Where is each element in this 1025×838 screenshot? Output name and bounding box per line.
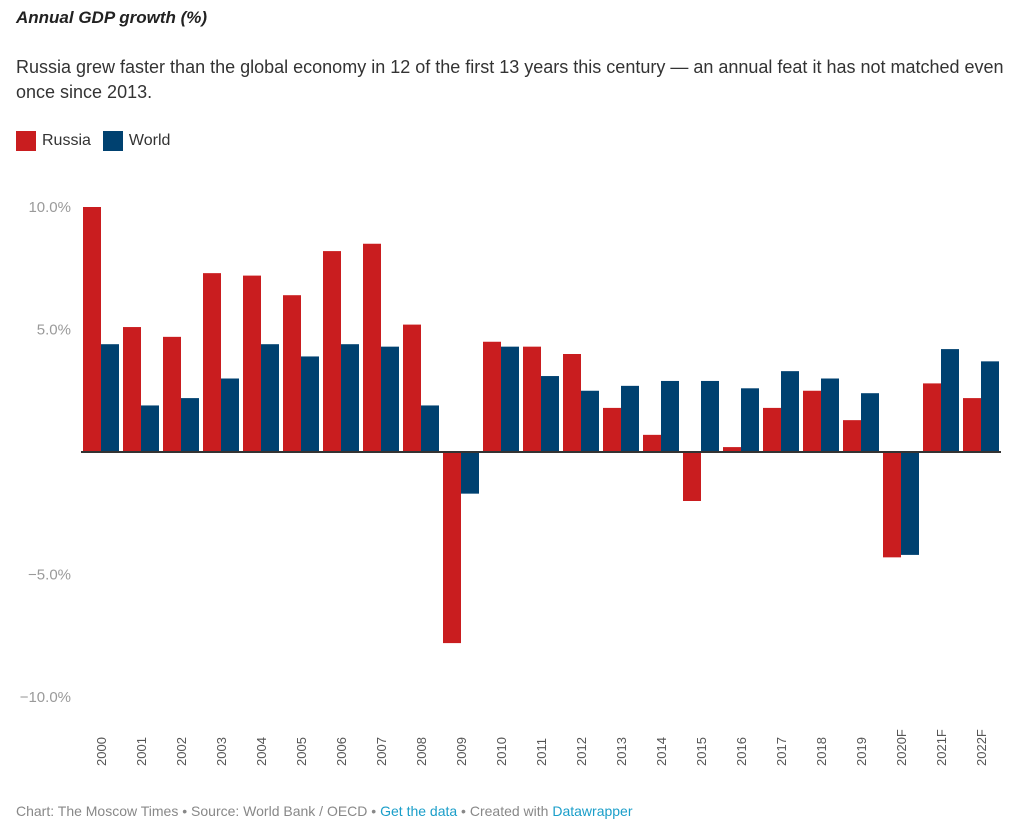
x-tick-label: 2022F	[974, 729, 989, 766]
x-tick-label: 2009	[454, 737, 469, 766]
bar-world-2001	[141, 405, 159, 452]
x-tick-label: 2014	[654, 737, 669, 766]
legend-swatch-russia	[16, 131, 36, 151]
bar-world-2007	[381, 346, 399, 452]
bar-russia-2005	[283, 295, 301, 452]
x-tick-label: 2005	[294, 737, 309, 766]
datawrapper-link[interactable]: Datawrapper	[552, 803, 633, 819]
bar-world-2018	[821, 378, 839, 452]
bar-world-2012	[581, 390, 599, 452]
bar-world-2004	[261, 344, 279, 452]
bar-world-2021f	[941, 349, 959, 452]
bar-world-2008	[421, 405, 439, 452]
legend-label-world: World	[128, 132, 171, 149]
bar-russia-2007	[363, 243, 381, 452]
footer-separator: •	[367, 803, 381, 819]
bar-russia-2018	[803, 390, 821, 452]
bar-world-2013	[621, 385, 639, 452]
bar-russia-2020f	[883, 452, 901, 558]
x-tick-label: 2011	[534, 738, 549, 766]
bar-russia-2009	[443, 452, 461, 644]
y-tick-label: 5.0%	[37, 322, 71, 339]
footer-source: Source: World Bank / OECD	[191, 803, 368, 819]
legend: Russia World	[16, 131, 182, 151]
bar-world-2016	[741, 388, 759, 452]
x-tick-label: 2007	[374, 737, 389, 766]
x-tick-label: 2017	[774, 737, 789, 766]
x-tick-label: 2012	[574, 737, 589, 766]
bar-world-2014	[661, 380, 679, 452]
bar-world-2011	[541, 376, 559, 452]
bar-world-2003	[221, 378, 239, 452]
legend-item-world: World	[102, 131, 171, 151]
x-tick-label: 2010	[494, 737, 509, 766]
bar-world-2006	[341, 344, 359, 452]
x-tick-label: 2019	[854, 737, 869, 766]
x-tick-label: 2015	[694, 737, 709, 766]
bar-russia-2019	[843, 420, 861, 452]
x-tick-label: 2004	[254, 737, 269, 766]
legend-swatch-world	[102, 131, 123, 151]
bar-world-2015	[701, 380, 719, 452]
x-tick-label: 2003	[214, 737, 229, 766]
bar-world-2020f	[901, 452, 919, 555]
y-tick-label: −5.0%	[28, 567, 71, 584]
footer-credit: Chart: The Moscow Times	[16, 803, 179, 819]
x-tick-label: 2002	[174, 737, 189, 766]
x-tick-label: 2021F	[934, 729, 949, 766]
y-axis: 10.0% 5.0% −5.0% −10.0%	[20, 199, 71, 706]
footer-separator: •	[178, 803, 192, 819]
bar-russia-2013	[603, 407, 621, 452]
bar-russia-2021f	[923, 383, 941, 452]
x-axis: 2000 2001 2002 2003 2004 2005 2006 2007 2008 2009…	[94, 729, 989, 766]
bar-russia-2003	[203, 273, 221, 452]
x-tick-label: 2001	[134, 737, 149, 766]
bar-russia-2022f	[963, 398, 981, 452]
bar-world-2000	[101, 344, 119, 452]
bar-russia-2010	[483, 341, 501, 452]
bar-world-2019	[861, 393, 879, 452]
x-tick-label: 2000	[94, 737, 109, 766]
y-tick-label: 10.0%	[28, 199, 71, 216]
footer-created-with: Created with	[469, 803, 553, 819]
x-tick-label: 2020F	[894, 729, 909, 766]
bar-world-2017	[781, 371, 799, 452]
legend-label-russia: Russia	[42, 132, 91, 149]
x-tick-label: 2013	[614, 737, 629, 766]
footer: Chart: The Moscow Times • Source: World …	[16, 803, 633, 819]
bar-russia-2017	[763, 407, 781, 452]
y-tick-label: −10.0%	[20, 689, 71, 706]
legend-item-russia: Russia	[16, 131, 91, 151]
bar-world-2002	[181, 398, 199, 452]
x-tick-label: 2008	[414, 737, 429, 766]
bar-russia-2015	[683, 452, 701, 501]
get-the-data-link[interactable]: Get the data	[380, 803, 458, 819]
x-tick-label: 2016	[734, 737, 749, 766]
bar-russia-2000	[83, 207, 101, 452]
bar-world-2009	[461, 452, 479, 494]
bars	[83, 207, 999, 644]
bar-world-2022f	[981, 361, 999, 452]
bar-chart: 10.0%5.0%−5.0%−10.0% 2000 2001 2002 2003 200…	[20, 199, 1001, 766]
bar-russia-2002	[163, 336, 181, 452]
bar-russia-2016	[723, 447, 741, 452]
footer-separator: •	[457, 803, 470, 819]
chart-subtitle: Russia grew faster than the global econo…	[16, 57, 1004, 102]
bar-russia-2001	[123, 327, 141, 452]
bar-russia-2012	[563, 354, 581, 452]
bar-russia-2011	[523, 346, 541, 452]
bar-russia-2006	[323, 251, 341, 452]
bar-russia-2008	[403, 324, 421, 452]
x-tick-label: 2018	[814, 737, 829, 766]
bar-world-2010	[501, 346, 519, 452]
bar-russia-2014	[643, 434, 661, 452]
chart-title: Annual GDP growth (%)	[16, 8, 208, 27]
bar-russia-2004	[243, 275, 261, 452]
x-tick-label: 2006	[334, 737, 349, 766]
bar-world-2005	[301, 356, 319, 452]
